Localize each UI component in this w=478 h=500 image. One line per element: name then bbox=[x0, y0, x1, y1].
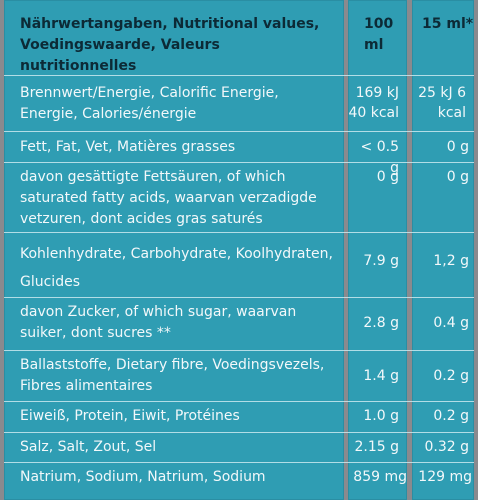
table-header-label: Nährwertangaben, Nutritional values, Voe… bbox=[20, 16, 320, 74]
row-divider bbox=[4, 297, 474, 298]
value-carbohydrate-15ml: 1,2 g bbox=[433, 253, 469, 269]
nutrient-label-saturated-fat: davon gesättigte Fettsäuren, of which sa… bbox=[20, 169, 317, 227]
value-salt-100ml: 2.15 g bbox=[354, 439, 399, 455]
per-100ml-column-panel bbox=[348, 0, 407, 500]
value-saturated-fat-100ml: 0 g bbox=[376, 169, 399, 185]
column-header-100ml: 100 ml bbox=[364, 16, 394, 53]
value-fibre-100ml: 1.4 g bbox=[363, 368, 399, 384]
row-divider bbox=[4, 162, 474, 163]
row-divider bbox=[4, 462, 474, 463]
value-sugar-100ml: 2.8 g bbox=[363, 315, 399, 331]
value-salt-15ml: 0.32 g bbox=[424, 439, 469, 455]
value-sodium-100ml: 859 mg bbox=[353, 469, 407, 485]
nutrient-label-protein: Eiweiß, Protein, Eiwit, Protéines bbox=[20, 408, 240, 424]
nutrient-label-fibre: Ballaststoffe, Dietary fibre, Voedingsve… bbox=[20, 357, 325, 394]
row-divider bbox=[4, 131, 474, 132]
value-protein-15ml: 0.2 g bbox=[433, 408, 469, 424]
value-sodium-15ml: 129 mg bbox=[418, 469, 472, 485]
per-15ml-column-panel bbox=[412, 0, 474, 500]
value-energy-100ml: 169 kJ 40 kcal bbox=[348, 85, 399, 121]
nutrient-label-energy: Brennwert/Energie, Calorific Energie, En… bbox=[20, 85, 279, 122]
value-energy-15ml: 25 kJ 6 kcal bbox=[418, 85, 466, 121]
nutrient-label-sodium: Natrium, Sodium, Natrium, Sodium bbox=[20, 469, 266, 485]
row-divider bbox=[4, 401, 474, 402]
value-fibre-15ml: 0.2 g bbox=[433, 368, 469, 384]
column-header-15ml: 15 ml* bbox=[422, 16, 474, 32]
value-protein-100ml: 1.0 g bbox=[363, 408, 399, 424]
value-fat-15ml: 0 g bbox=[446, 139, 469, 155]
value-carbohydrate-100ml: 7.9 g bbox=[363, 253, 399, 269]
nutrient-label-carbohydrate: Kohlenhydrate, Carbohydrate, Koolhydrate… bbox=[20, 246, 333, 290]
row-divider bbox=[4, 350, 474, 351]
value-sugar-15ml: 0.4 g bbox=[433, 315, 469, 331]
value-fat-100ml: < 0.5 g bbox=[360, 139, 399, 176]
nutrient-label-fat: Fett, Fat, Vet, Matières grasses bbox=[20, 139, 236, 155]
row-divider bbox=[4, 432, 474, 433]
nutrient-label-sugar: davon Zucker, of which sugar, waarvan su… bbox=[20, 304, 297, 341]
header-divider bbox=[4, 75, 474, 76]
row-divider bbox=[4, 232, 474, 233]
nutrient-label-salt: Salz, Salt, Zout, Sel bbox=[20, 439, 157, 455]
label-column-panel bbox=[4, 0, 344, 500]
value-saturated-fat-15ml: 0 g bbox=[446, 169, 469, 185]
